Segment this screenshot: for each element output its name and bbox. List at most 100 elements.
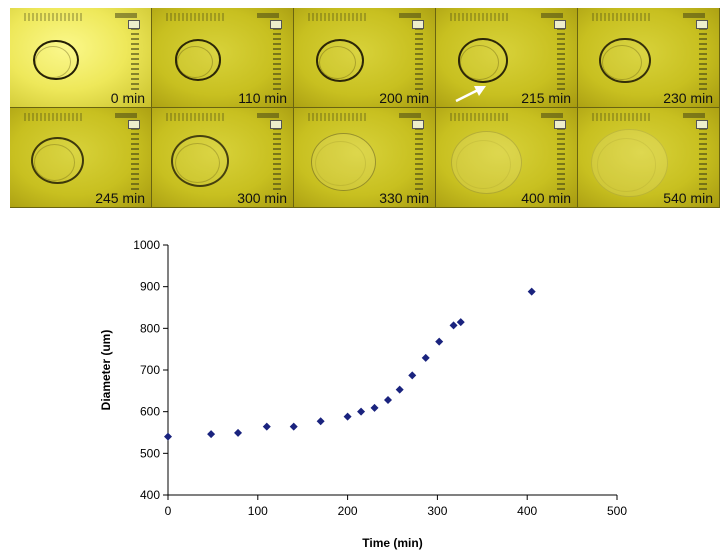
overlay-header-text <box>166 113 226 121</box>
data-point <box>421 353 430 362</box>
data-point <box>449 321 458 330</box>
cell-inner-outline <box>455 139 512 190</box>
time-label: 400 min <box>521 190 571 206</box>
micrograph-frame: 230 min <box>578 8 720 108</box>
chart: 400 500 600 700 800 900 1000 0 100 200 300 400 500 T… <box>90 235 710 554</box>
x-axis-title: Time (min) <box>362 536 422 550</box>
scale-box <box>412 20 424 29</box>
overlay-header-text <box>450 113 510 121</box>
time-label: 215 min <box>521 90 571 106</box>
overlay-header-mark <box>115 113 137 118</box>
overlay-header-text <box>308 113 368 121</box>
cell-inner-outline <box>460 45 500 80</box>
micrograph-frame: 200 min <box>294 8 436 108</box>
micrograph-strip: 0 min 110 min 200 min 215 min 230 min 245 min… <box>10 8 720 208</box>
time-label: 200 min <box>379 90 429 106</box>
y-tick-label: 900 <box>140 280 160 294</box>
scale-box <box>554 120 566 129</box>
time-label: 230 min <box>663 90 713 106</box>
x-tick-label: 0 <box>165 504 172 518</box>
data-point <box>435 337 444 346</box>
x-tick-label: 400 <box>517 504 537 518</box>
data-point <box>357 407 366 416</box>
overlay-header-mark <box>399 113 421 118</box>
x-tick-label: 200 <box>338 504 358 518</box>
scatter-plot: 400 500 600 700 800 900 1000 0 100 200 300 400 500 T… <box>99 238 627 550</box>
micrograph-frame: 330 min <box>294 108 436 208</box>
data-point <box>408 371 417 380</box>
scale-box <box>696 120 708 129</box>
overlay-header-mark <box>257 13 279 18</box>
micrograph-frame: 400 min <box>436 108 578 208</box>
micrograph-frame: 300 min <box>152 108 294 208</box>
micrograph-frame: 110 min <box>152 8 294 108</box>
y-tick-label: 1000 <box>133 238 160 252</box>
overlay-header-text <box>592 113 652 121</box>
y-tick-label: 800 <box>140 321 160 335</box>
scale-box <box>270 120 282 129</box>
cell-inner-outline <box>33 144 76 182</box>
x-tick-label: 500 <box>607 504 627 518</box>
scale-bar <box>415 123 423 193</box>
data-point <box>316 417 325 426</box>
overlay-header-mark <box>257 113 279 118</box>
scale-bar <box>273 23 281 93</box>
scale-bar <box>699 23 707 93</box>
cell-inner-outline <box>35 46 71 78</box>
scale-box <box>696 20 708 29</box>
time-label: 110 min <box>238 90 287 106</box>
micrograph-frame: 215 min <box>436 8 578 108</box>
scale-bar <box>415 23 423 93</box>
cell-inner-outline <box>596 138 657 192</box>
y-tick-label: 700 <box>140 363 160 377</box>
data-point <box>384 396 393 404</box>
overlay-header-mark <box>541 13 563 18</box>
micrograph-frame: 0 min <box>10 8 152 108</box>
data-point <box>370 403 379 412</box>
arrow-shaft <box>455 88 479 103</box>
micrograph-frame: 245 min <box>10 108 152 208</box>
overlay-header-text <box>308 13 368 21</box>
data-point <box>207 430 216 439</box>
y-tick-label: 400 <box>140 488 160 502</box>
time-label: 0 min <box>110 90 145 106</box>
arrow-head <box>474 86 486 96</box>
x-tick-label: 300 <box>427 504 447 518</box>
data-point <box>395 385 404 394</box>
y-tick-label: 500 <box>140 446 160 460</box>
scale-bar <box>699 123 707 193</box>
time-label: 330 min <box>379 190 429 206</box>
white-arrow-icon <box>455 86 486 103</box>
data-point <box>343 412 352 421</box>
overlay-header-mark <box>399 13 421 18</box>
data-point <box>164 432 172 441</box>
time-label: 300 min <box>237 190 287 206</box>
data-point <box>289 422 298 431</box>
x-tick-label: 100 <box>248 504 268 518</box>
data-point <box>456 318 465 327</box>
scale-box <box>554 20 566 29</box>
scale-box <box>128 20 140 29</box>
cell-inner-outline <box>602 44 643 81</box>
scale-bar <box>273 123 281 193</box>
overlay-header-text <box>450 13 510 21</box>
overlay-header-text <box>24 113 84 121</box>
cell-inner-outline <box>177 45 214 79</box>
overlay-header-mark <box>541 113 563 118</box>
overlay-header-mark <box>115 13 137 18</box>
y-axis-title: Diameter (um) <box>99 330 113 411</box>
scale-box <box>128 120 140 129</box>
scale-box <box>412 120 424 129</box>
overlay-header-mark <box>683 113 705 118</box>
overlay-header-text <box>24 13 84 21</box>
data-point <box>262 422 271 431</box>
scale-bar <box>557 123 565 193</box>
overlay-header-text <box>592 13 652 21</box>
scale-bar <box>131 23 139 93</box>
scale-bar <box>131 123 139 193</box>
scale-bar <box>557 23 565 93</box>
micrograph-frame: 540 min <box>578 108 720 208</box>
cell-inner-outline <box>174 142 220 184</box>
overlay-header-text <box>166 13 226 21</box>
y-tick-label: 600 <box>140 405 160 419</box>
